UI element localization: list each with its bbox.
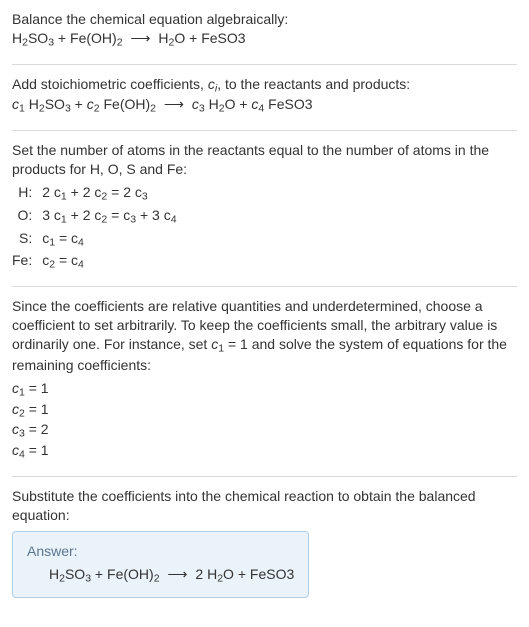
coefficient-solution: c3 = 2	[12, 420, 517, 441]
atom-balance-eq: c1 = c4	[42, 229, 517, 250]
atom-balance-eq: 3 c1 + 2 c2 = c3 + 3 c4	[42, 206, 517, 227]
atom-balance-eq: 2 c1 + 2 c2 = 2 c3	[42, 183, 517, 204]
separator	[12, 286, 517, 287]
step2-equation: c1 H2SO3 + c2 Fe(OH)2 ⟶ c3 H2O + c4 FeSO…	[12, 95, 517, 116]
atom-balance-eq: c2 = c4	[42, 251, 517, 272]
atom-balance-grid: H: 2 c1 + 2 c2 = 2 c3 O: 3 c1 + 2 c2 = c3 +…	[12, 183, 517, 272]
step2-text: Add stoichiometric coefficients, ci, to …	[12, 75, 517, 96]
coefficient-solution: c2 = 1	[12, 400, 517, 421]
step2-text-b: , to the reactants and products:	[217, 76, 410, 92]
step4-set: c1 = 1	[211, 336, 248, 352]
chem-formula: H2O	[209, 96, 236, 112]
chem-formula: Fe(OH)2	[70, 30, 123, 46]
answer-label: Answer:	[27, 542, 294, 561]
chem-formula: H2O	[158, 30, 185, 46]
separator	[12, 476, 517, 477]
chem-formula: FeSO3	[201, 30, 245, 46]
coefficient-solution: c1 = 1	[12, 379, 517, 400]
chem-formula: H2SO3	[29, 96, 71, 112]
answer-equation: H2SO3 + Fe(OH)2 ⟶ 2 H2O + FeSO3	[27, 565, 294, 586]
separator	[12, 130, 517, 131]
coef-symbol: ci	[208, 76, 217, 92]
solution-list: c1 = 1c2 = 1c3 = 2c4 = 1	[12, 379, 517, 462]
chem-formula: Fe(OH)2	[107, 566, 160, 582]
element-label: Fe:	[12, 251, 32, 272]
coefficient-solution: c4 = 1	[12, 441, 517, 462]
step4-text: Since the coefficients are relative quan…	[12, 297, 517, 374]
element-label: S:	[12, 229, 32, 250]
element-label: O:	[12, 206, 32, 227]
step2-text-a: Add stoichiometric coefficients,	[12, 76, 208, 92]
chem-formula: FeSO3	[250, 566, 294, 582]
reaction-arrow-icon: ⟶	[160, 566, 196, 582]
step1-equation: H2SO3 + Fe(OH)2 ⟶ H2O + FeSO3	[12, 29, 517, 50]
chem-formula: H2SO3	[49, 566, 91, 582]
chem-formula: H2SO3	[12, 30, 54, 46]
step3-text: Set the number of atoms in the reactants…	[12, 141, 517, 179]
step5-text: Substitute the coefficients into the che…	[12, 487, 517, 525]
reaction-arrow-icon: ⟶	[123, 30, 159, 46]
element-label: H:	[12, 183, 32, 204]
separator	[12, 64, 517, 65]
step1-title: Balance the chemical equation algebraica…	[12, 10, 517, 29]
chem-formula: FeSO3	[268, 96, 312, 112]
answer-box: Answer: H2SO3 + Fe(OH)2 ⟶ 2 H2O + FeSO3	[12, 531, 309, 599]
chem-formula: Fe(OH)2	[103, 96, 156, 112]
chem-formula: H2O	[207, 566, 234, 582]
reaction-arrow-icon: ⟶	[156, 96, 192, 112]
